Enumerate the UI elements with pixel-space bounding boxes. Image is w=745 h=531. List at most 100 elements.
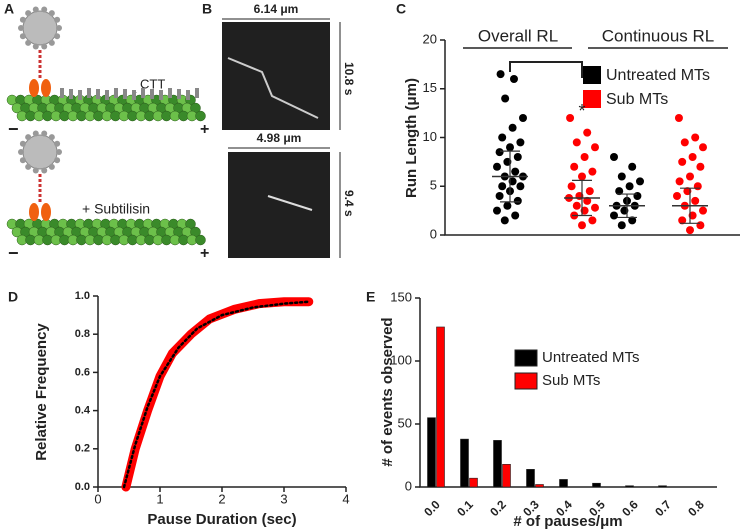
bead-bump [41, 43, 48, 50]
bead-bump [54, 16, 61, 23]
motor-head [29, 79, 39, 97]
point [691, 196, 700, 205]
y-tick-label: 0.4 [75, 405, 91, 417]
y-tick-label: 0.2 [75, 443, 90, 455]
error-bar [680, 187, 700, 224]
point [625, 182, 634, 191]
point [615, 187, 624, 196]
point [496, 70, 505, 79]
error-bar [572, 179, 592, 217]
point [680, 138, 689, 147]
point [636, 177, 644, 186]
x-tick-label: 0.0 [421, 497, 443, 519]
point [508, 123, 517, 132]
bead-bump [56, 25, 62, 31]
panel-label: D [8, 289, 18, 305]
legend-swatch [583, 90, 601, 108]
legend-label: Untreated MTs [542, 349, 640, 366]
point [696, 162, 705, 171]
point [588, 216, 597, 225]
point [519, 114, 527, 122]
bead-bump [19, 140, 26, 147]
point [686, 226, 694, 235]
y-tick-label: 150 [390, 289, 412, 304]
point [511, 211, 520, 220]
bead-bump [48, 10, 55, 17]
point [506, 143, 514, 152]
x-tick-label: 0.1 [454, 497, 476, 519]
y-tick-label: 0.6 [75, 366, 90, 378]
trace [267, 195, 313, 211]
point [628, 216, 637, 225]
y-axis-label: # of events observed [379, 317, 396, 466]
bar [526, 469, 535, 488]
point [610, 153, 618, 161]
bead-bump [18, 25, 24, 31]
bead-bump [41, 6, 48, 13]
point [696, 221, 705, 230]
point [498, 182, 507, 191]
point [578, 172, 586, 181]
minus-end: − [8, 119, 19, 139]
point [633, 192, 642, 200]
legend-label: Sub MTs [606, 91, 668, 108]
x-tick-label: 0.8 [685, 497, 707, 519]
scale-label: 4.98 μm [257, 131, 302, 145]
bar [436, 326, 445, 488]
point [498, 133, 507, 142]
ctt [114, 88, 118, 98]
point [617, 172, 626, 181]
ctt [87, 88, 91, 98]
y-tick-label: 0 [405, 478, 412, 493]
bead-bump [48, 39, 55, 46]
point [583, 128, 592, 137]
point [513, 196, 522, 205]
kymograph [228, 152, 330, 258]
kymograph [222, 22, 330, 130]
bead-bump [25, 10, 32, 17]
x-axis-label: Pause Duration (sec) [147, 511, 296, 528]
plus-end: + [200, 245, 209, 262]
point [501, 94, 510, 103]
scale-label: 10.8 s [342, 62, 356, 96]
x-tick-label: 0 [94, 491, 101, 506]
y-tick-label: 0.0 [75, 481, 90, 493]
y-tick-label: 0 [430, 226, 437, 241]
point [693, 182, 702, 191]
bead-bump [54, 157, 61, 164]
y-tick-label: 50 [398, 415, 412, 430]
point [585, 187, 594, 196]
point [495, 192, 504, 200]
point [509, 75, 518, 83]
ctt [123, 89, 127, 99]
point [500, 216, 509, 225]
tubulin [195, 110, 206, 122]
ctt [168, 88, 172, 98]
y-tick-label: 20 [423, 31, 437, 46]
error-bar [617, 193, 637, 219]
bar [535, 484, 544, 488]
ctt [132, 90, 136, 100]
point [567, 182, 576, 191]
point [591, 143, 599, 152]
bar [502, 464, 511, 488]
error-bar [500, 150, 520, 203]
bead-bump [48, 163, 55, 170]
x-axis-label: # of pauses/μm [513, 513, 622, 530]
ctt [186, 90, 190, 100]
point [673, 192, 681, 200]
point [675, 177, 684, 186]
bead-bump [41, 130, 48, 137]
bead-bump [56, 149, 62, 155]
point [699, 143, 707, 152]
bar [592, 482, 601, 488]
x-tick-label: 2 [218, 491, 225, 506]
ctt [69, 89, 73, 99]
bead-bump [25, 163, 32, 170]
point [493, 206, 501, 215]
y-tick-label: 100 [390, 352, 412, 367]
panel-label: A [4, 1, 14, 17]
point [588, 167, 597, 176]
x-tick-label: 0.7 [652, 497, 674, 519]
